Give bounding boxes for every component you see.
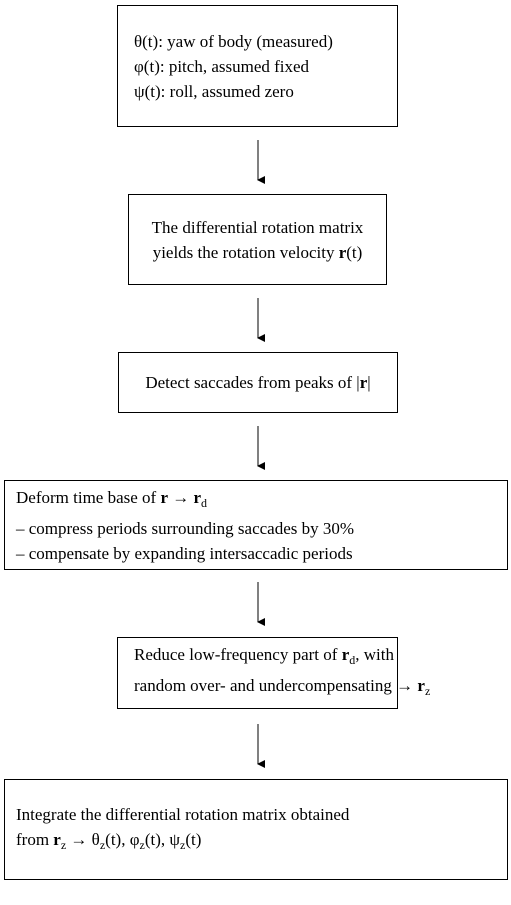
- text: |: [367, 373, 371, 392]
- text: z: [99, 837, 106, 852]
- text: r: [160, 487, 168, 507]
- text: ψ(t): roll, assumed zero: [134, 81, 294, 101]
- text: z: [424, 684, 431, 698]
- text: Reduce low-frequency part of: [134, 645, 342, 664]
- text-line: The differential rotation matrix: [152, 215, 364, 240]
- text: z: [180, 837, 186, 852]
- text: (t), ψ: [144, 829, 181, 849]
- node: Deform time base of r → rd – compress pe…: [4, 480, 508, 570]
- text: z: [139, 837, 145, 852]
- text: →: [168, 487, 194, 507]
- text-line: φ(t): pitch, assumed fixed: [134, 54, 397, 79]
- text: from: [16, 829, 54, 849]
- text: yields the rotation velocity: [152, 242, 339, 262]
- text: The differential rotation matrix: [151, 217, 364, 237]
- text: Integrate the differential rotation matr…: [16, 804, 350, 824]
- text: r: [338, 242, 347, 262]
- text-line: from rz → θz(t), φz(t), ψz(t): [16, 827, 507, 858]
- text-line: Reduce low-frequency part of rd, with: [134, 642, 397, 673]
- text: (t), φ: [105, 829, 140, 849]
- text: r: [193, 487, 202, 507]
- text: Deform time base of: [16, 487, 161, 507]
- text-line: yields the rotation velocity r(t): [153, 240, 363, 265]
- text: – compress periods surrounding saccades …: [16, 518, 355, 538]
- text: r: [341, 645, 350, 664]
- text-line: – compress periods surrounding saccades …: [16, 516, 507, 541]
- text: , with: [355, 645, 394, 664]
- node: Integrate the differential rotation matr…: [4, 779, 508, 880]
- text-line: Deform time base of r → rd: [16, 485, 507, 516]
- text: random over- and undercompensating →: [134, 676, 418, 695]
- node: The differential rotation matrix yields …: [128, 194, 387, 285]
- text: Detect saccades from peaks of |: [145, 373, 360, 392]
- text-line: θ(t): yaw of body (measured): [134, 29, 397, 54]
- text: θ(t): yaw of body (measured): [134, 31, 333, 51]
- text: (t): [185, 829, 202, 849]
- text: – compensate by expanding intersaccadic …: [16, 543, 353, 563]
- node: Detect saccades from peaks of |r|: [118, 352, 398, 413]
- text-line: – compensate by expanding intersaccadic …: [16, 541, 507, 566]
- text: (t): [346, 242, 363, 262]
- text-line: Detect saccades from peaks of |r|: [145, 370, 370, 395]
- text: r: [417, 676, 425, 695]
- text: z: [60, 837, 67, 852]
- text: r: [359, 373, 368, 392]
- text-line: random over- and undercompensating → rz: [134, 673, 430, 704]
- text: r: [53, 829, 61, 849]
- node: θ(t): yaw of body (measured) φ(t): pitch…: [117, 5, 398, 127]
- text: φ(t): pitch, assumed fixed: [134, 56, 310, 76]
- text-line: Integrate the differential rotation matr…: [16, 802, 507, 827]
- text: d: [349, 653, 356, 667]
- text: → θ: [66, 829, 100, 849]
- text: d: [201, 495, 208, 510]
- text-line: ψ(t): roll, assumed zero: [134, 79, 397, 104]
- node: Reduce low-frequency part of rd, with ra…: [117, 637, 430, 709]
